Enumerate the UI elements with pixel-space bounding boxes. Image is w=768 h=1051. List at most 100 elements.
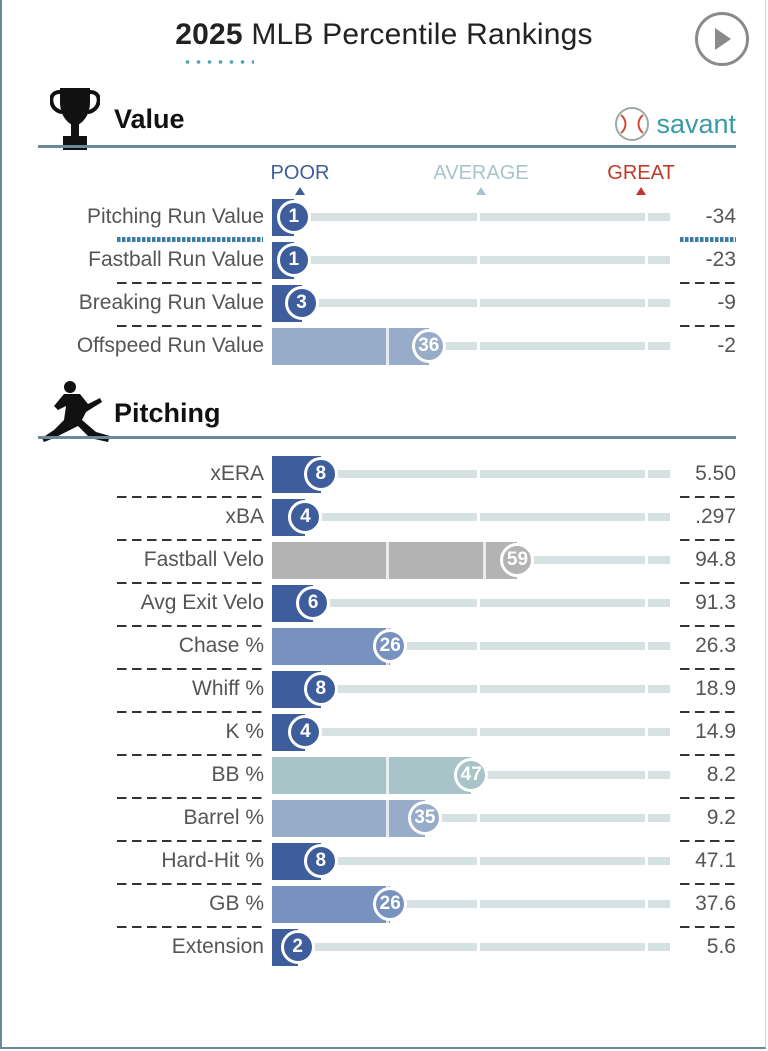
percentile-row-barrel[interactable]: Barrel % 35 9.2	[0, 800, 768, 843]
percentile-bubble[interactable]: 8	[303, 672, 338, 706]
row-divider-left	[117, 840, 263, 842]
scale-average: AVERAGE	[431, 162, 531, 195]
metric-value: 5.6	[706, 935, 736, 958]
percentile-track	[272, 513, 670, 521]
percentile-bubble[interactable]: 2	[280, 930, 315, 964]
percentile-row-chase[interactable]: Chase % 26 26.3	[0, 628, 768, 671]
track-mid-marker	[477, 898, 480, 910]
percentile-track	[272, 814, 670, 822]
track-end-marker	[645, 340, 648, 352]
metric-value: .297	[695, 505, 736, 528]
scale-great-label: GREAT	[607, 162, 675, 184]
row-divider-right	[680, 539, 736, 541]
percentile-bubble[interactable]: 1	[276, 200, 311, 234]
percentile-bar	[272, 757, 472, 794]
percentile-row-breaking-run-value[interactable]: Breaking Run Value 3 -9	[0, 285, 768, 328]
percentile-row-avg-exit-velo[interactable]: Avg Exit Velo 6 91.3	[0, 585, 768, 628]
track-end-marker	[645, 941, 648, 953]
metric-label: K %	[225, 720, 264, 743]
track-mid-marker	[477, 254, 480, 266]
scale-poor-arrow	[295, 187, 305, 195]
percentile-bubble[interactable]: 8	[303, 457, 338, 491]
percentile-row-offspeed-run-value[interactable]: Offspeed Run Value 36 -2	[0, 328, 768, 371]
track-mid-marker	[477, 941, 480, 953]
row-divider-left	[117, 237, 263, 242]
percentile-track	[272, 642, 670, 650]
percentile-row-whiff[interactable]: Whiff % 8 18.9	[0, 671, 768, 714]
track-mid-marker	[477, 211, 480, 223]
value-section-rule	[38, 145, 736, 148]
metric-label: Breaking Run Value	[78, 291, 264, 314]
baseball-icon	[615, 107, 650, 141]
percentile-row-extension[interactable]: Extension 2 5.6	[0, 929, 768, 972]
scale-great-arrow	[636, 187, 646, 195]
row-divider-left	[117, 625, 263, 627]
metric-label: BB %	[211, 763, 264, 786]
percentile-bubble[interactable]: 4	[288, 715, 323, 749]
percentile-bubble[interactable]: 26	[373, 887, 408, 921]
row-divider-left	[117, 668, 263, 670]
row-divider-right	[680, 625, 736, 627]
percentile-bar	[272, 886, 391, 923]
row-divider-right	[680, 754, 736, 756]
play-button[interactable]	[695, 12, 749, 66]
track-mid-marker	[477, 468, 480, 480]
percentile-row-fastball-run-value[interactable]: Fastball Run Value 1 -23	[0, 242, 768, 285]
percentile-bar	[272, 628, 391, 665]
percentile-track	[272, 470, 670, 478]
percentile-bubble[interactable]: 59	[500, 543, 535, 577]
track-mid-marker	[477, 640, 480, 652]
percentile-track	[272, 213, 670, 221]
metric-label: xBA	[225, 505, 264, 528]
row-divider-right	[680, 797, 736, 799]
percentile-row-xba[interactable]: xBA 4 .297	[0, 499, 768, 542]
pitching-section-rule	[38, 436, 736, 439]
percentile-track	[272, 685, 670, 693]
percentile-bubble[interactable]: 6	[296, 586, 331, 620]
metric-value: 94.8	[695, 548, 736, 571]
scale-poor: POOR	[270, 162, 330, 195]
percentile-row-pitching-run-value[interactable]: Pitching Run Value 1 -34	[0, 199, 768, 242]
percentile-row-k[interactable]: K % 4 14.9	[0, 714, 768, 757]
track-mid-marker	[477, 597, 480, 609]
metric-label: Fastball Velo	[143, 548, 264, 571]
percentile-bubble[interactable]: 4	[288, 500, 323, 534]
percentile-row-xera[interactable]: xERA 8 5.50	[0, 456, 768, 499]
row-divider-right	[680, 237, 736, 242]
percentile-bubble[interactable]: 47	[454, 758, 489, 792]
metric-label: Pitching Run Value	[86, 205, 264, 228]
metric-value: 37.6	[695, 892, 736, 915]
percentile-bubble[interactable]: 26	[373, 629, 408, 663]
metric-label: xERA	[210, 462, 264, 485]
title-year: 2025	[175, 18, 243, 51]
metric-label: Hard-Hit %	[161, 849, 264, 872]
savant-brand[interactable]: savant	[614, 106, 736, 142]
percentile-bubble[interactable]: 1	[276, 243, 311, 277]
percentile-row-fastball-velo[interactable]: Fastball Velo 59 94.8	[0, 542, 768, 585]
row-divider-right	[680, 582, 736, 584]
metric-value: -2	[717, 334, 736, 357]
scale-great: GREAT	[606, 162, 676, 195]
metric-value: 8.2	[706, 763, 736, 786]
percentile-bubble[interactable]: 36	[411, 329, 446, 363]
track-end-marker	[645, 683, 648, 695]
metric-value: 18.9	[695, 677, 736, 700]
savant-label: savant	[656, 108, 736, 139]
percentile-row-gb[interactable]: GB % 26 37.6	[0, 886, 768, 929]
percentile-bubble[interactable]: 35	[407, 801, 442, 835]
track-end-marker	[645, 812, 648, 824]
metric-label: Offspeed Run Value	[76, 334, 264, 357]
play-icon	[715, 28, 731, 50]
percentile-bubble[interactable]: 8	[303, 844, 338, 878]
row-divider-left	[117, 282, 263, 284]
percentile-row-hard-hit[interactable]: Hard-Hit % 8 47.1	[0, 843, 768, 886]
percentile-bubble[interactable]: 3	[284, 286, 319, 320]
metric-value: 9.2	[706, 806, 736, 829]
metric-label: Chase %	[178, 634, 264, 657]
row-divider-right	[680, 883, 736, 885]
scale-average-label: AVERAGE	[433, 162, 529, 184]
scale-average-arrow	[476, 187, 486, 195]
percentile-row-bb[interactable]: BB % 47 8.2	[0, 757, 768, 800]
title-underline	[182, 60, 254, 64]
percentile-track	[272, 599, 670, 607]
